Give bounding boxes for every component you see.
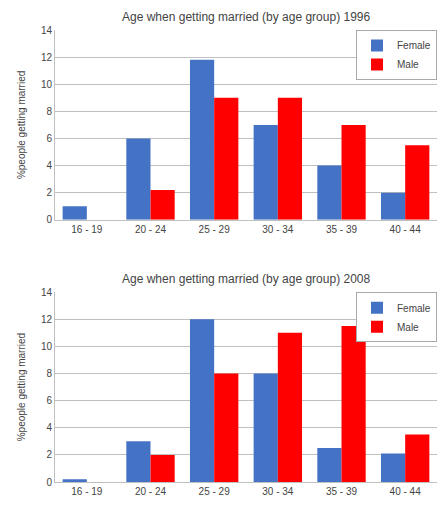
svg-text:25 - 29: 25 - 29 <box>199 224 231 235</box>
svg-text:14: 14 <box>41 25 53 36</box>
svg-text:40 - 44: 40 - 44 <box>390 224 422 235</box>
svg-text:4: 4 <box>46 422 52 433</box>
svg-text:0: 0 <box>46 214 52 225</box>
svg-text:16 - 19: 16 - 19 <box>71 224 103 235</box>
svg-text:12: 12 <box>41 314 53 325</box>
svg-text:%people getting married: %people getting married <box>16 71 27 179</box>
svg-text:20 - 24: 20 - 24 <box>135 486 167 497</box>
svg-text:16 - 19: 16 - 19 <box>71 486 103 497</box>
svg-text:2: 2 <box>46 449 52 460</box>
svg-text:%people getting married: %people getting married <box>16 333 27 441</box>
svg-text:0: 0 <box>46 477 52 488</box>
svg-text:8: 8 <box>46 368 52 379</box>
svg-text:6: 6 <box>46 133 52 144</box>
svg-text:10: 10 <box>41 341 53 352</box>
svg-text:30 - 34: 30 - 34 <box>262 486 294 497</box>
svg-text:30 - 34: 30 - 34 <box>262 224 294 235</box>
svg-text:Age when getting married (by a: Age when getting married (by age group) … <box>122 10 370 24</box>
svg-text:10: 10 <box>41 79 53 90</box>
svg-text:8: 8 <box>46 106 52 117</box>
svg-text:40 - 44: 40 - 44 <box>390 486 422 497</box>
svg-text:Female: Female <box>397 303 431 314</box>
svg-text:35 - 39: 35 - 39 <box>326 486 358 497</box>
svg-text:Female: Female <box>397 40 431 51</box>
svg-text:4: 4 <box>46 160 52 171</box>
svg-text:Age when getting married (by a: Age when getting married (by age group) … <box>122 272 370 286</box>
svg-text:Male: Male <box>397 59 419 70</box>
svg-text:20 - 24: 20 - 24 <box>135 224 167 235</box>
svg-text:12: 12 <box>41 52 53 63</box>
svg-text:2: 2 <box>46 187 52 198</box>
svg-text:Male: Male <box>397 322 419 333</box>
svg-text:14: 14 <box>41 287 53 298</box>
svg-text:25 - 29: 25 - 29 <box>199 486 231 497</box>
svg-text:6: 6 <box>46 395 52 406</box>
svg-text:35 - 39: 35 - 39 <box>326 224 358 235</box>
